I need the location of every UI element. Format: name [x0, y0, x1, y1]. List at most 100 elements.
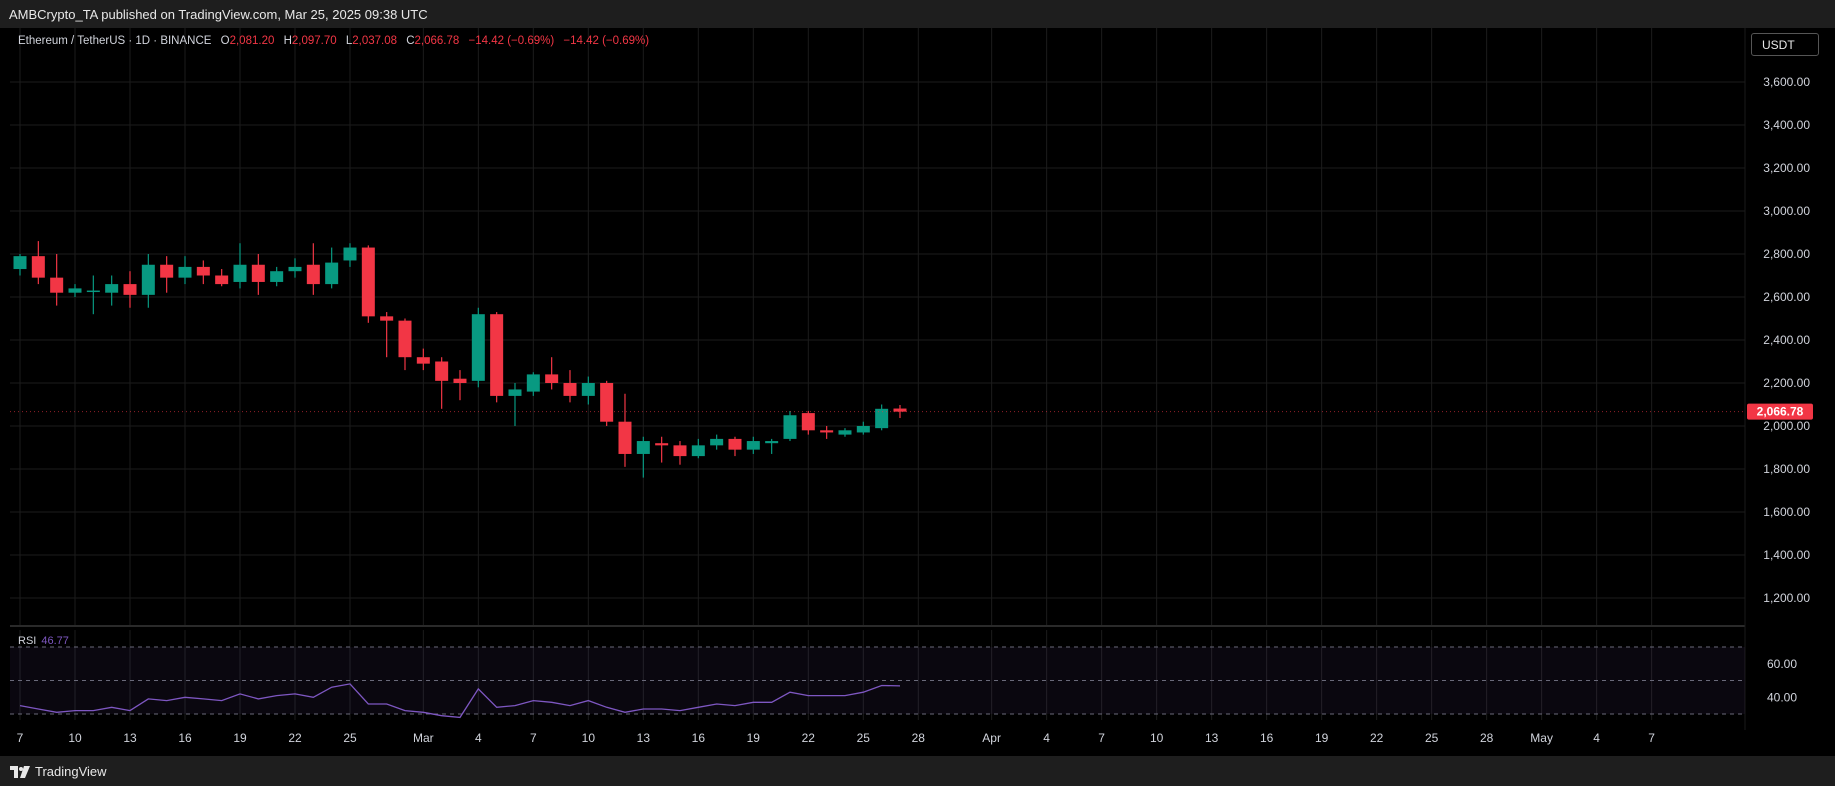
- candle-body: [233, 264, 247, 282]
- time-tick-label: 16: [1260, 731, 1274, 745]
- candle-body: [453, 378, 467, 383]
- candle-body: [691, 445, 705, 457]
- candle-body: [710, 438, 724, 446]
- tradingview-brand[interactable]: TradingView: [10, 764, 107, 779]
- price-tick-label: 3,400.00: [1763, 118, 1810, 132]
- candle-body: [545, 374, 559, 383]
- last-price-label: 2,066.78: [1757, 405, 1804, 419]
- time-tick-label: 28: [912, 731, 926, 745]
- change-value: −14.42 (−0.69%): [468, 35, 555, 47]
- candle-body: [251, 264, 265, 282]
- candle-body: [783, 415, 797, 439]
- time-tick-label: 16: [692, 731, 706, 745]
- candle-body: [398, 320, 412, 358]
- open-label: O: [220, 35, 230, 47]
- time-tick-label: 7: [1648, 731, 1655, 745]
- candle-body: [86, 290, 100, 293]
- brand-name: TradingView: [35, 764, 107, 779]
- time-tick-label: 10: [68, 731, 82, 745]
- rsi-label[interactable]: RSI: [18, 635, 37, 647]
- candle-body: [655, 443, 669, 446]
- top-bar: AMBCrypto_TA published on TradingView.co…: [0, 0, 1835, 28]
- candle-body: [380, 316, 394, 321]
- time-tick-label: 4: [1593, 731, 1600, 745]
- time-tick-label: 7: [17, 731, 24, 745]
- time-tick-label: 13: [1205, 731, 1219, 745]
- time-tick-label: 7: [530, 731, 537, 745]
- rsi-tick-label: 60.00: [1767, 657, 1797, 671]
- time-tick-label: 10: [1150, 731, 1164, 745]
- time-tick-label: 19: [747, 731, 761, 745]
- candle-body: [856, 426, 870, 433]
- time-tick-label: Apr: [982, 731, 1001, 745]
- chart-frame[interactable]: [10, 28, 1825, 756]
- time-tick-label: Mar: [413, 731, 434, 745]
- time-tick-label: 19: [1315, 731, 1329, 745]
- time-tick-label: 19: [233, 731, 247, 745]
- last-price-tag: [1747, 403, 1813, 420]
- candle-body: [765, 441, 779, 444]
- high-value: 2,097.70: [291, 35, 337, 47]
- time-tick-label: 13: [637, 731, 651, 745]
- time-tick-label: 4: [475, 731, 482, 745]
- price-tick-label: 2,000.00: [1763, 419, 1810, 433]
- low-value: 2,037.08: [352, 35, 398, 47]
- rsi-value: 46.77: [41, 635, 69, 647]
- time-tick-label: 25: [857, 731, 871, 745]
- candle-body: [306, 264, 320, 285]
- time-tick-label: 22: [1370, 731, 1384, 745]
- low-label: L: [345, 35, 353, 47]
- symbol-label[interactable]: Ethereum / TetherUS · 1D · BINANCE: [18, 35, 212, 47]
- candle-body: [68, 288, 82, 293]
- candle-body: [178, 266, 192, 278]
- candle-body: [160, 264, 174, 278]
- close-label: C: [406, 35, 415, 47]
- candle-body: [196, 266, 210, 276]
- price-tick-label: 2,400.00: [1763, 333, 1810, 347]
- rsi-tick-label: 40.00: [1767, 690, 1797, 704]
- price-tick-label: 3,000.00: [1763, 204, 1810, 218]
- time-tick-label: 22: [802, 731, 816, 745]
- time-tick-label: 25: [343, 731, 357, 745]
- time-tick-label: 10: [582, 731, 596, 745]
- candle-body: [325, 262, 339, 285]
- candle-body: [123, 284, 137, 295]
- open-value: 2,081.20: [229, 35, 275, 47]
- candle-body: [270, 271, 284, 282]
- currency-button[interactable]: USDT: [1751, 33, 1819, 56]
- time-tick-label: 28: [1480, 731, 1494, 745]
- candle-body: [31, 256, 45, 278]
- candle-body: [673, 445, 687, 457]
- candle-body: [581, 383, 595, 396]
- price-tick-label: 1,200.00: [1763, 591, 1810, 605]
- candle-body: [838, 430, 852, 435]
- published-info: AMBCrypto_TA published on TradingView.co…: [9, 7, 428, 22]
- time-tick-label: 13: [123, 731, 137, 745]
- candle-body: [600, 383, 614, 422]
- price-tick-label: 2,600.00: [1763, 290, 1810, 304]
- price-tick-label: 3,200.00: [1763, 161, 1810, 175]
- candle-body: [215, 275, 229, 285]
- time-tick-label: 22: [288, 731, 302, 745]
- candle-body: [105, 284, 119, 293]
- time-tick-label: 25: [1425, 731, 1439, 745]
- price-tick-label: 1,400.00: [1763, 548, 1810, 562]
- candle-body: [361, 247, 375, 317]
- candle-body: [893, 408, 907, 412]
- candle-body: [490, 314, 504, 396]
- candle-body: [728, 438, 742, 450]
- candle-body: [801, 413, 815, 431]
- time-tick-label: 4: [1043, 731, 1050, 745]
- candle-body: [435, 361, 449, 381]
- change-percent-value: −14.42 (−0.69%): [563, 35, 650, 47]
- candle-body: [526, 374, 540, 392]
- candle-body: [141, 264, 155, 295]
- price-tick-label: 2,200.00: [1763, 376, 1810, 390]
- close-value: 2,066.78: [414, 35, 460, 47]
- candle-body: [636, 441, 650, 454]
- rsi-legend: RSI 46.77: [18, 635, 69, 647]
- candle-body: [618, 421, 632, 454]
- rsi-line: [19, 683, 901, 719]
- candle-body: [416, 357, 430, 364]
